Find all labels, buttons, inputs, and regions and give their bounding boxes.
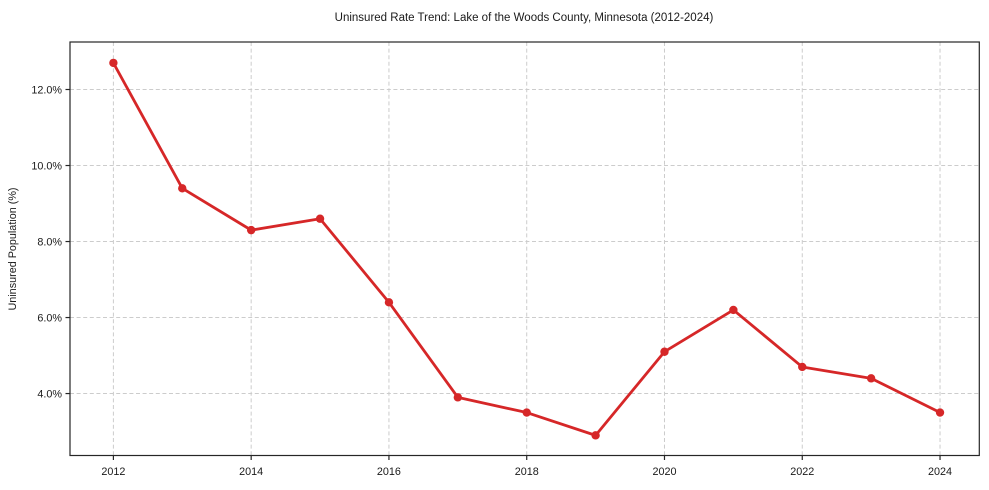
y-tick-label: 12.0% — [31, 84, 62, 96]
plot-border — [69, 41, 980, 457]
x-tick-label: 2022 — [790, 466, 814, 478]
data-point-2020 — [660, 347, 669, 356]
x-tick-label: 2020 — [652, 466, 676, 478]
grid-layer — [70, 42, 980, 456]
data-point-2012 — [109, 58, 118, 68]
x-tick-label: 2016 — [377, 466, 401, 478]
data-point-2017 — [453, 393, 463, 402]
data-point-2023 — [866, 374, 876, 383]
data-point-2022 — [798, 362, 807, 372]
data-point-2014 — [246, 225, 256, 235]
data-point-2016 — [384, 298, 394, 307]
x-tick-label: 2012 — [101, 466, 125, 478]
data-point-2019 — [591, 431, 600, 440]
data-point-2021 — [729, 305, 738, 315]
y-axis-label: Uninsured Population (%) — [7, 187, 19, 310]
x-tick-label: 2024 — [928, 466, 952, 478]
data-point-2013 — [178, 184, 187, 193]
data-point-2024 — [935, 408, 945, 417]
series-layer — [109, 58, 945, 440]
y-tick-label: 10.0% — [31, 160, 62, 172]
y-tick-label: 8.0% — [37, 236, 62, 248]
chart-title: Uninsured Rate Trend: Lake of the Woods … — [335, 12, 714, 24]
data-point-2018 — [522, 408, 531, 417]
y-tick-label: 4.0% — [37, 388, 62, 400]
data-point-2015 — [315, 214, 325, 223]
x-tick-label: 2018 — [515, 466, 539, 478]
y-tick-label: 6.0% — [37, 312, 62, 324]
axis-layer: 2012 2014 2016 2018 2020 2022 2024 4.0% 6.0% 8.0%… — [31, 41, 980, 478]
x-tick-label: 2014 — [239, 466, 263, 478]
